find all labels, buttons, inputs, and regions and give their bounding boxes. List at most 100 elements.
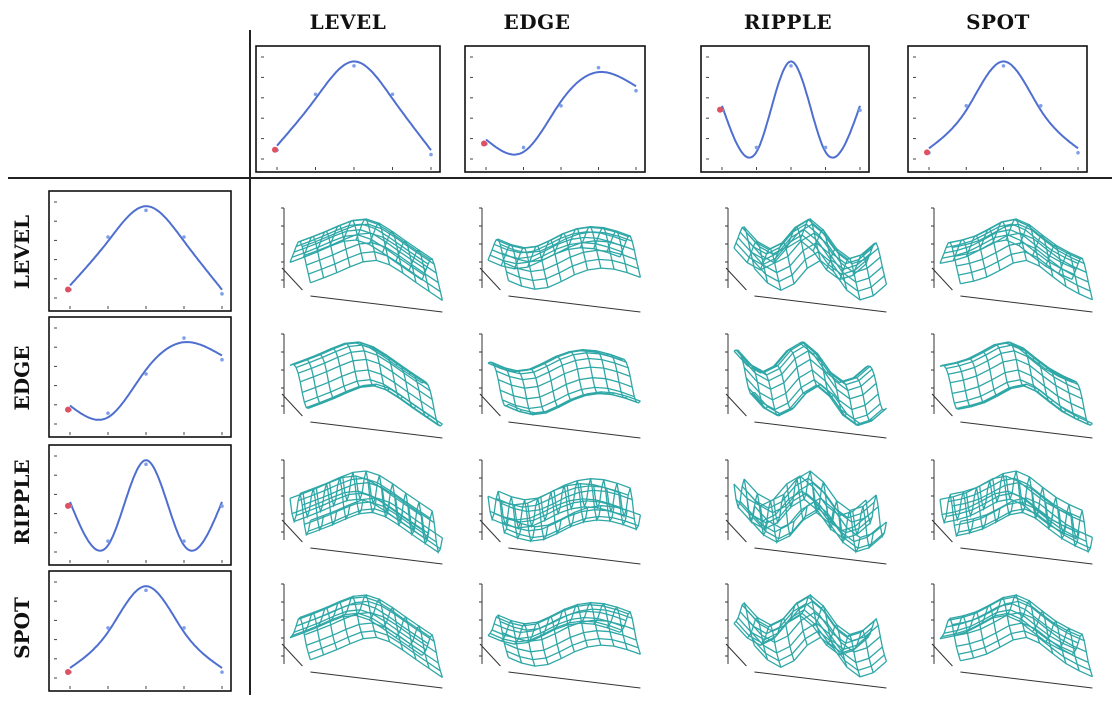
mesh-line: [1058, 504, 1080, 548]
data-point: [106, 539, 110, 543]
mesh-line: [527, 368, 549, 414]
data-point: [390, 92, 395, 97]
mesh-line: [825, 500, 848, 544]
start-marker: [481, 140, 487, 147]
data-point: [559, 103, 563, 108]
mesh-line: [606, 483, 628, 527]
mesh-line: [368, 598, 391, 642]
x-axis: [310, 421, 443, 439]
data-point: [144, 462, 148, 467]
data-point: [313, 92, 318, 97]
mesh-line: [500, 619, 523, 664]
x-axis: [754, 295, 887, 313]
mesh-line: [508, 644, 641, 667]
mesh-line: [606, 353, 628, 399]
mesh-line: [368, 345, 391, 392]
data-point: [789, 64, 793, 68]
y-axis: [931, 519, 953, 543]
mesh-line: [328, 224, 351, 268]
y-axis: [281, 267, 303, 291]
series-line: [721, 60, 861, 159]
mesh-line: [992, 596, 1014, 641]
column-header-level: LEVEL: [309, 10, 387, 34]
series-line: [69, 459, 223, 552]
mesh-line: [746, 240, 769, 284]
mesh-line: [1045, 367, 1067, 413]
mesh-line: [553, 355, 575, 402]
mesh-line: [865, 617, 888, 662]
start-marker: [717, 106, 723, 113]
mesh-line: [381, 483, 404, 527]
mesh-line: [395, 615, 417, 660]
mesh-line: [421, 633, 444, 678]
mesh-line: [513, 622, 536, 667]
mesh-line: [952, 614, 975, 659]
mesh-line: [1032, 357, 1054, 403]
row-plot-spot: [48, 570, 232, 692]
mesh-line: [513, 499, 536, 543]
mesh-line: [965, 487, 988, 531]
mesh-line: [852, 506, 874, 550]
mesh-line: [408, 501, 430, 546]
mesh-line: [1071, 633, 1094, 677]
mesh-line: [741, 477, 875, 519]
mesh-line: [1044, 497, 1067, 541]
y-axis: [931, 393, 953, 417]
x-axis: [960, 295, 1093, 313]
mesh-line: [1058, 251, 1080, 295]
mesh-line: [508, 391, 641, 414]
mesh-line: [786, 478, 808, 523]
data-point: [106, 626, 110, 630]
data-point: [858, 108, 862, 113]
mesh-line: [786, 349, 808, 395]
data-point: [634, 88, 638, 93]
series-line: [485, 70, 637, 156]
mesh-line: [421, 381, 443, 427]
mesh-line: [342, 472, 364, 516]
mesh-line: [421, 510, 444, 555]
y-axis: [725, 393, 747, 417]
mesh-line: [773, 364, 795, 411]
mesh-line: [579, 225, 602, 269]
mesh-line: [1005, 341, 1027, 387]
mesh-line: [526, 497, 549, 542]
mesh-line: [799, 341, 821, 387]
mesh-line: [1044, 244, 1067, 287]
mesh-line: [812, 604, 835, 649]
surface-ripple-edge: [479, 459, 642, 565]
mesh-line: [504, 519, 637, 542]
column-header-ripple: RIPPLE: [743, 10, 833, 34]
mesh-line: [979, 603, 1001, 648]
data-point: [964, 103, 969, 108]
y-axis: [931, 643, 953, 667]
mesh-line: [355, 470, 378, 515]
mesh-line: [289, 616, 312, 660]
mesh-line: [939, 364, 961, 410]
mesh-line: [799, 593, 822, 638]
row-plot-edge: [48, 316, 232, 438]
mesh-line: [978, 480, 1001, 525]
column-header-spot: SPOT: [966, 10, 1030, 34]
mesh-line: [958, 385, 1091, 426]
mesh-line: [619, 235, 642, 278]
series-line: [69, 205, 223, 291]
x-axis: [960, 547, 1093, 565]
y-axis: [725, 519, 747, 543]
mesh-line: [965, 610, 988, 655]
mesh-line: [960, 636, 1093, 678]
mesh-line: [1018, 599, 1041, 644]
mesh-line: [939, 617, 962, 661]
data-point: [220, 504, 224, 508]
mesh-line: [1005, 593, 1028, 638]
mesh-line: [838, 257, 861, 301]
y-axis: [281, 643, 303, 667]
x-axis: [508, 671, 641, 689]
data-point: [144, 588, 148, 593]
y-axis: [281, 519, 303, 543]
mesh-line: [865, 494, 888, 539]
mesh-line: [773, 617, 795, 661]
mesh-line: [382, 354, 404, 400]
mesh-line: [342, 342, 364, 388]
mesh-line: [368, 475, 391, 519]
data-point: [106, 411, 110, 415]
